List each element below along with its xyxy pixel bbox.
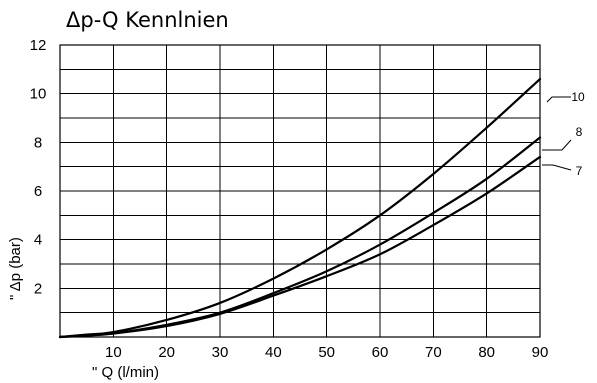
series-leader-line <box>542 139 572 151</box>
x-tick-label: 70 <box>425 344 442 361</box>
x-tick-label: 90 <box>532 344 549 361</box>
x-tick-label: 20 <box>158 344 175 361</box>
x-tick-label: 40 <box>265 344 282 361</box>
series-leader-line <box>542 164 572 171</box>
series-leader-line <box>546 96 571 103</box>
series-labels: 10 8 7 <box>542 90 585 178</box>
y-tick-label: 4 <box>34 232 42 249</box>
series-label-8: 8 <box>576 125 583 139</box>
y-axis-label: " Δp (bar) <box>7 237 24 300</box>
x-tick-label: 60 <box>372 344 389 361</box>
x-tick-label: 30 <box>212 344 229 361</box>
curves <box>58 77 542 339</box>
chart-title: Δp-Q Kennlnien <box>66 8 229 32</box>
y-tick-label: 2 <box>34 280 42 297</box>
series-label-7: 7 <box>576 164 583 178</box>
y-tick-label: 6 <box>34 183 42 200</box>
x-axis-label: " Q (l/min) <box>92 364 159 381</box>
series-label-10: 10 <box>571 90 585 104</box>
x-tick-label: 80 <box>478 344 495 361</box>
x-tick-label: 10 <box>105 344 122 361</box>
y-tick-label: 10 <box>30 86 47 103</box>
series-line-7 <box>58 155 542 339</box>
y-tick-label: 12 <box>30 37 47 54</box>
y-tick-label: 8 <box>34 134 42 151</box>
y-tick-labels: 2 4 6 8 10 12 <box>30 37 47 297</box>
series-line-8 <box>58 136 542 339</box>
plot-frame <box>59 44 541 338</box>
x-tick-labels: 10 20 30 40 50 60 70 80 90 <box>105 344 548 361</box>
grid <box>60 45 540 337</box>
x-tick-label: 50 <box>318 344 335 361</box>
